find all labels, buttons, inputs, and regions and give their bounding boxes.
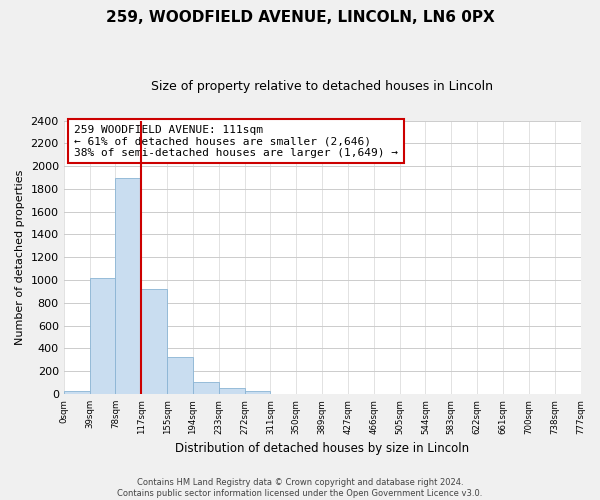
Text: Contains HM Land Registry data © Crown copyright and database right 2024.
Contai: Contains HM Land Registry data © Crown c… [118, 478, 482, 498]
X-axis label: Distribution of detached houses by size in Lincoln: Distribution of detached houses by size … [175, 442, 469, 455]
Bar [219, 388, 245, 394]
Text: 259, WOODFIELD AVENUE, LINCOLN, LN6 0PX: 259, WOODFIELD AVENUE, LINCOLN, LN6 0PX [106, 10, 494, 25]
Y-axis label: Number of detached properties: Number of detached properties [15, 170, 25, 345]
Bar [245, 390, 271, 394]
Bar [64, 391, 89, 394]
Title: Size of property relative to detached houses in Lincoln: Size of property relative to detached ho… [151, 80, 493, 93]
Text: 259 WOODFIELD AVENUE: 111sqm
← 61% of detached houses are smaller (2,646)
38% of: 259 WOODFIELD AVENUE: 111sqm ← 61% of de… [74, 124, 398, 158]
Bar [115, 178, 141, 394]
Bar [89, 278, 115, 394]
Bar [167, 358, 193, 394]
Bar [141, 289, 167, 394]
Bar [193, 382, 219, 394]
